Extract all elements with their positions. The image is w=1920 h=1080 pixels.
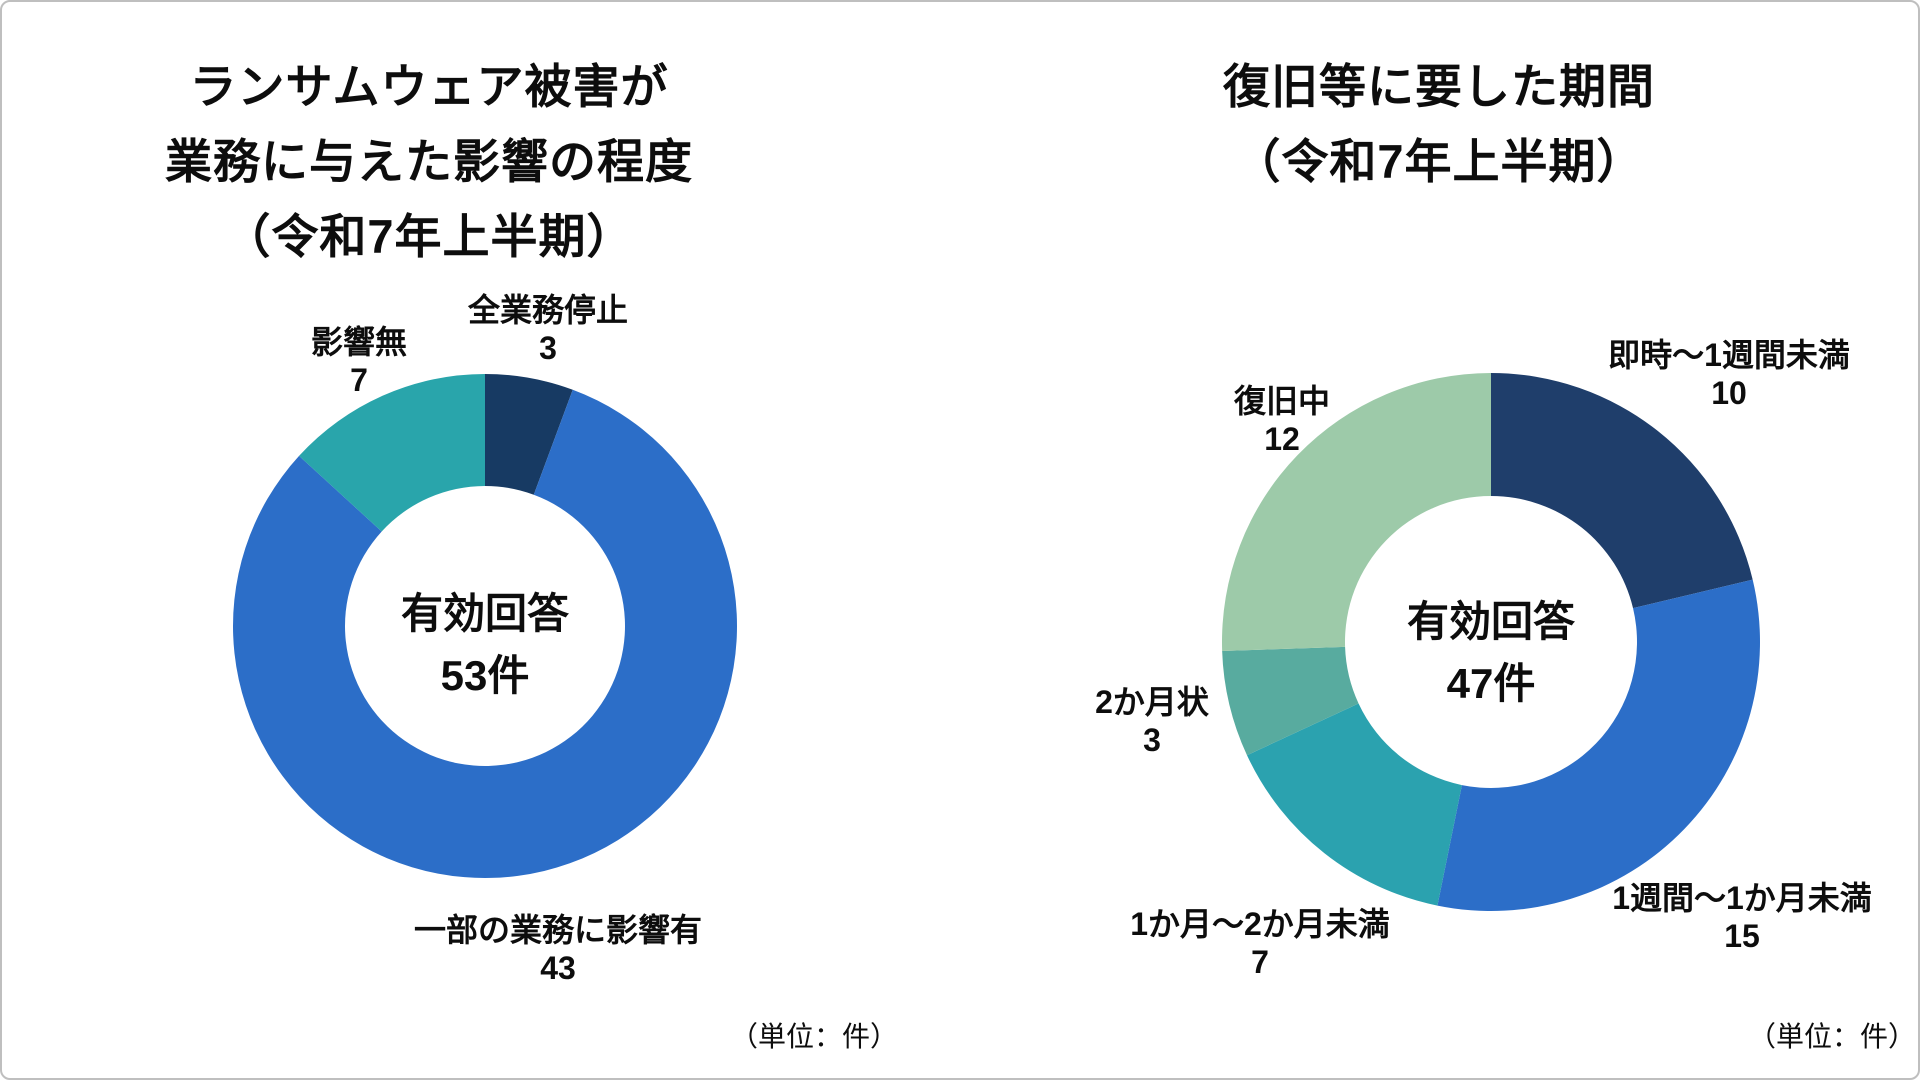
donut-slice-0-1 (233, 389, 738, 878)
impact-donut-chart (233, 374, 738, 878)
slice-label-week-to-month-text: 1週間～1か月未満 (1612, 880, 1872, 916)
recovery-center-line1: 有効回答 (1406, 598, 1575, 645)
slice-label-one-to-two-months-value: 7 (1251, 944, 1269, 980)
impact-title-line3: （令和7年上半期） (223, 210, 635, 263)
donut-slice-0-2 (299, 374, 485, 532)
impact-title-line2: 業務に与えた影響の程度 (165, 135, 693, 188)
slice-label-two-months-plus-value: 3 (1143, 722, 1161, 758)
impact-center-line1: 有効回答 (400, 590, 569, 637)
recovery-center-label: 有効回答 47件 (1341, 591, 1641, 715)
impact-chart-title: ランサムウェア被害が 業務に与えた影響の程度 （令和7年上半期） (29, 49, 829, 274)
donut-slice-1-2 (1246, 703, 1462, 906)
slice-label-one-to-two-months: 1か月～2か月未満 7 (1060, 905, 1460, 981)
impact-center-line2: 53件 (440, 652, 530, 699)
slice-label-full-stop-value: 3 (539, 330, 557, 366)
donut-slice-1-0 (1491, 373, 1753, 609)
slice-label-week-to-month: 1週間～1か月未満 15 (1542, 879, 1918, 955)
slice-label-no-impact-text: 影響無 (310, 324, 407, 360)
recovery-donut-chart (1221, 373, 1760, 911)
donut-slice-1-3 (1222, 646, 1359, 756)
impact-unit-note: （単位：件） (729, 1021, 898, 1052)
donut-slice-1-4 (1221, 373, 1491, 651)
slice-label-recovering-text: 復旧中 (1233, 383, 1330, 419)
impact-title-line1: ランサムウェア被害が (189, 60, 669, 113)
slice-label-immediate-text: 即時～1週間未満 (1608, 337, 1850, 373)
slice-label-recovering: 復旧中 12 (1132, 382, 1432, 458)
slice-label-two-months-plus: 2か月状 3 (1002, 683, 1302, 759)
slice-label-full-stop-text: 全業務停止 (467, 292, 628, 328)
recovery-unit-note: （単位：件） (1747, 1021, 1916, 1052)
slice-label-partial-impact-text: 一部の業務に影響有 (413, 912, 702, 948)
slice-label-recovering-value: 12 (1264, 421, 1300, 457)
donut-slice-1-1 (1437, 579, 1760, 911)
recovery-title-line2: （令和7年上半期） (1233, 135, 1645, 188)
impact-center-label: 有効回答 53件 (335, 583, 635, 707)
slice-label-partial-impact-value: 43 (540, 950, 576, 986)
donut-slice-0-0 (485, 374, 573, 495)
slice-label-no-impact-value: 7 (350, 362, 368, 398)
slice-label-two-months-plus-text: 2か月状 (1095, 684, 1209, 720)
slice-label-partial-impact: 一部の業務に影響有 43 (308, 911, 808, 987)
slice-label-immediate: 即時～1週間未満 10 (1559, 336, 1899, 412)
recovery-center-line2: 47件 (1446, 660, 1536, 707)
slice-label-no-impact: 影響無 7 (209, 323, 509, 399)
slice-label-week-to-month-value: 15 (1724, 918, 1760, 954)
recovery-chart-title: 復旧等に要した期間 （令和7年上半期） (1039, 49, 1839, 199)
slice-label-full-stop: 全業務停止 3 (398, 291, 698, 367)
slice-label-immediate-value: 10 (1711, 375, 1747, 411)
slice-label-one-to-two-months-text: 1か月～2か月未満 (1130, 906, 1390, 942)
recovery-title-line1: 復旧等に要した期間 (1223, 60, 1655, 113)
